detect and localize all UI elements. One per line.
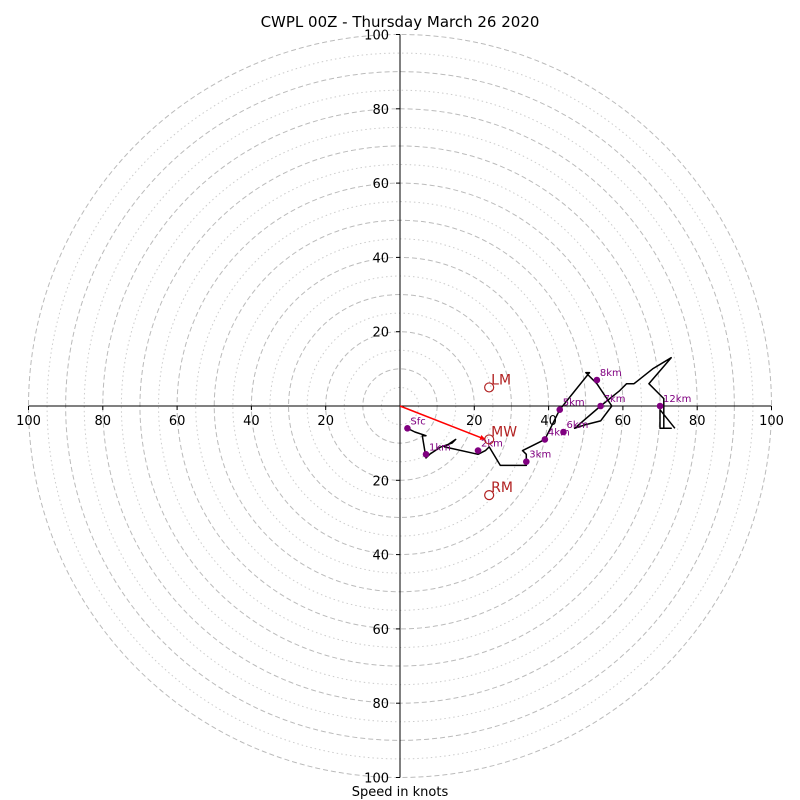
chart-title: CWPL 00Z - Thursday March 26 2020	[261, 13, 540, 31]
height-marker-label: 8km	[600, 368, 622, 379]
x-tick-label: 60	[615, 414, 632, 429]
x-tick-label: 20	[466, 414, 483, 429]
y-tick-label: 60	[372, 623, 389, 638]
height-marker-label: 7km	[604, 394, 626, 405]
x-tick-label: 100	[759, 414, 784, 429]
height-marker-label: 2km	[481, 439, 503, 450]
height-markers: Sfc 1km 2km 3km 4km 5km 6km 7km 8km 12km	[404, 368, 691, 466]
height-marker-point	[556, 406, 564, 414]
height-marker-point	[404, 424, 411, 432]
height-marker-point	[523, 458, 530, 466]
height-marker-point	[422, 450, 430, 458]
y-tick-label: 40	[372, 251, 389, 266]
height-marker-label: 6km	[566, 420, 588, 431]
y-tick-label: 80	[372, 697, 389, 712]
y-tick-labels: 100 80 60 40 20 20 40 60 80 100	[364, 29, 400, 787]
storm-motion-label: MW	[491, 424, 517, 440]
x-tick-label: 40	[243, 414, 260, 429]
y-tick-label: 80	[372, 103, 389, 118]
y-tick-label: 100	[364, 29, 389, 44]
y-tick-label: 40	[372, 549, 389, 564]
height-marker-point	[541, 436, 549, 443]
height-marker-label: 3km	[529, 450, 551, 461]
y-tick-label: 20	[372, 474, 389, 489]
x-tick-label: 60	[169, 414, 186, 429]
height-marker-label: 4km	[548, 427, 570, 438]
shear-vector-arrowhead	[479, 435, 486, 440]
x-tick-label: 100	[16, 414, 41, 429]
height-marker-label: 12km	[663, 394, 691, 405]
y-tick-label: 100	[364, 772, 389, 787]
height-marker-label: 5km	[563, 398, 585, 409]
height-marker-point	[597, 402, 604, 410]
y-tick-label: 20	[372, 326, 389, 341]
height-marker-label: 1km	[429, 442, 451, 453]
wind-trace	[407, 356, 676, 467]
storm-motion-marker	[484, 434, 495, 445]
x-tick-label: 80	[689, 414, 706, 429]
height-marker-point	[474, 447, 482, 454]
storm-motion-marker	[484, 382, 495, 393]
x-tick-label: 80	[95, 414, 112, 429]
x-axis-label: Speed in knots	[352, 785, 449, 800]
storm-motions: LM MW RM	[484, 372, 517, 501]
height-marker-point	[593, 376, 601, 384]
y-tick-label: 60	[372, 177, 389, 192]
x-tick-label: 20	[317, 414, 334, 429]
height-marker-point	[656, 402, 664, 410]
storm-motion-marker	[484, 490, 495, 501]
x-tick-labels: 100 80 60 40 20 20 40 60 80 100	[16, 406, 784, 429]
storm-motion-label: RM	[491, 480, 513, 496]
shear-vector	[399, 405, 486, 441]
shear-vector-line	[399, 405, 486, 441]
height-marker-point	[560, 428, 567, 436]
hodograph-trace	[407, 356, 676, 467]
storm-motion-label: LM	[491, 372, 511, 388]
height-marker-label: Sfc	[410, 416, 425, 427]
